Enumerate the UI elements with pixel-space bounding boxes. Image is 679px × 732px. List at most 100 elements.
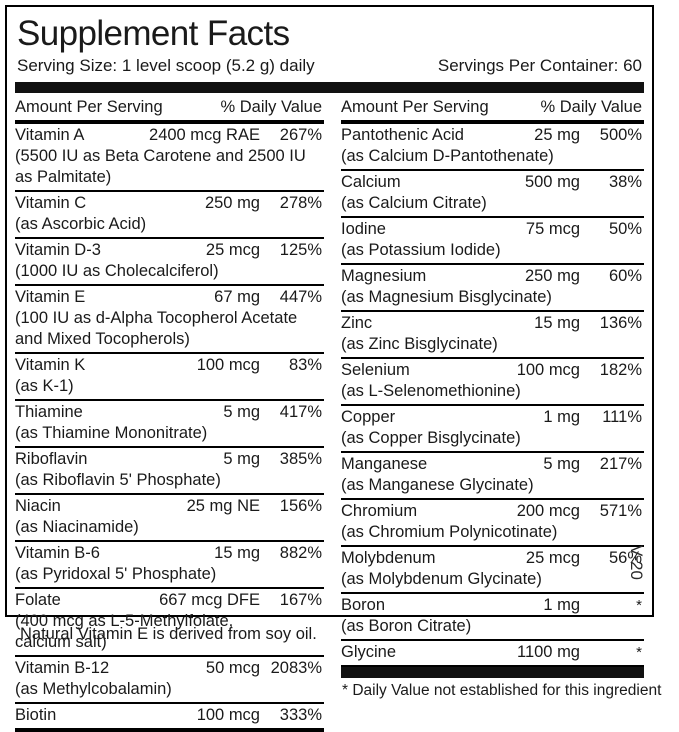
nutrient-row-main: Glycine 1100 mg *: [341, 642, 644, 663]
nutrient-amount: 5 mg: [223, 403, 260, 421]
nutrient-source-text: as Palmitate): [15, 168, 112, 186]
nutrient-name: Thiamine: [15, 403, 83, 421]
nutrient-amount: 25 mg: [534, 126, 580, 144]
nutrient-row-main: Niacin 25 mg NE 156%: [15, 496, 324, 517]
nutrient-row-main: Chromium 200 mcg 571%: [341, 501, 644, 522]
nutrient-source-text: (as Magnesium Bisglycinate): [341, 288, 552, 306]
column-header-daily-value: % Daily Value: [540, 98, 643, 116]
nutrient-amount: 500 mg: [524, 173, 580, 191]
nutrient-row: Vitamin C 250 mg 278% (as Ascorbic Acid): [15, 192, 324, 237]
nutrient-source-text: (as Thiamine Mononitrate): [15, 424, 208, 442]
nutrient-amount: 5 mg: [223, 450, 260, 468]
nutrient-source-text: (as Calcium Citrate): [341, 194, 487, 212]
nutrient-name: Glycine: [341, 643, 397, 661]
nutrient-name: Selenium: [341, 361, 410, 379]
row-separator: [341, 498, 644, 500]
nutrient-row-main: Boron 1 mg *: [341, 595, 644, 616]
nutrient-daily-value: 217%: [599, 455, 642, 473]
nutrient-row: Magnesium 250 mg 60% (as Magnesium Bisglyci…: [341, 265, 644, 310]
serving-info-row: Serving Size: 1 level scoop (5.2 g) dail…: [17, 55, 642, 77]
nutrient-row: Vitamin B-6 15 mg 882% (as Pyridoxal 5' Pho…: [15, 542, 324, 587]
row-separator: [341, 357, 644, 359]
nutrient-daily-value: 111%: [602, 408, 642, 426]
nutrient-name: Vitamin B-12: [15, 659, 110, 677]
nutrient-name: Iodine: [341, 220, 386, 238]
nutrient-amount: 1100 mg: [517, 643, 580, 661]
row-separator: [341, 216, 644, 218]
nutrient-row-main: Vitamin B-6 15 mg 882%: [15, 543, 324, 564]
nutrient-row-main: Molybdenum 25 mcg 56%: [341, 548, 644, 569]
row-separator: [341, 451, 644, 453]
nutrient-source-text: (as Ascorbic Acid): [15, 215, 147, 233]
row-separator: [341, 592, 644, 594]
nutrient-source-text: (as Riboflavin 5' Phosphate): [15, 471, 221, 489]
nutrient-amount: 25 mcg: [525, 549, 580, 567]
nutrient-amount: 1 mg: [543, 596, 580, 614]
nutrient-amount: 15 mg: [534, 314, 580, 332]
nutrient-amount: 100 mcg: [196, 356, 260, 374]
nutrient-daily-value: 167%: [279, 591, 322, 609]
nutrient-daily-value: 417%: [279, 403, 322, 421]
nutrient-row: Niacin 25 mg NE 156% (as Niacinamide): [15, 495, 324, 540]
nutrient-daily-value: 60%: [608, 267, 642, 285]
nutrient-amount: 1 mg: [543, 408, 580, 426]
nutrient-daily-value: 571%: [599, 502, 642, 520]
nutrient-source-text: (as K-1): [15, 377, 74, 395]
nutrient-source-text: (as Methylcobalamin): [15, 680, 172, 698]
servings-per-container-text: Servings Per Container: 60: [437, 56, 642, 75]
nutrient-source-text: (as Manganese Glycinate): [341, 476, 534, 494]
nutrient-row-main: Folate 667 mcg DFE 167%: [15, 590, 324, 611]
nutrient-rows-right: Pantothenic Acid 25 mg 500% (as Calcium D-P…: [341, 124, 644, 667]
nutrient-row: Copper 1 mg 111% (as Copper Bisglycinate): [341, 406, 644, 451]
nutrient-row-main: Vitamin D-3 25 mcg 125%: [15, 240, 324, 261]
nutrient-name: Pantothenic Acid: [341, 126, 464, 144]
row-separator: [341, 404, 644, 406]
nutrient-daily-value: 278%: [279, 194, 322, 212]
nutrient-name: Folate: [15, 591, 61, 609]
nutrient-row: Folate 667 mcg DFE 167% (400 mcg as L-5-Met…: [15, 589, 324, 655]
nutrient-daily-value: 125%: [279, 241, 322, 259]
nutrient-amount: 25 mcg: [205, 241, 260, 259]
nutrient-source-text: (as Copper Bisglycinate): [341, 429, 521, 447]
column-header-right: Amount Per Serving % Daily Value: [341, 93, 644, 120]
nutrient-amount: 5 mg: [543, 455, 580, 473]
nutrient-row: Manganese 5 mg 217% (as Manganese Glycinate…: [341, 453, 644, 498]
header-separator-bar: [15, 82, 644, 93]
nutrient-row-main: Calcium 500 mg 38%: [341, 172, 644, 193]
nutrient-amount: 67 mg: [214, 288, 260, 306]
column-header-rule: [341, 120, 644, 124]
row-separator: [15, 284, 324, 286]
nutrient-daily-value: 182%: [599, 361, 642, 379]
nutrient-row: Molybdenum 25 mcg 56% (as Molybdenum Glycin…: [341, 547, 644, 592]
nutrient-source-text: (5500 IU as Beta Carotene and 2500 IU: [15, 147, 306, 165]
nutrient-daily-value: 447%: [279, 288, 322, 306]
row-separator: [15, 493, 324, 495]
row-separator: [15, 190, 324, 192]
nutrient-name: Vitamin C: [15, 194, 87, 212]
page-title: Supplement Facts: [17, 14, 290, 53]
nutrient-source-text: (as Zinc Bisglycinate): [341, 335, 498, 353]
nutrient-amount: 667 mcg DFE: [159, 591, 260, 609]
nutrient-amount: 250 mg: [204, 194, 260, 212]
nutrient-row: Iodine 75 mcg 50% (as Potassium Iodide): [341, 218, 644, 263]
nutrient-row-main: Riboflavin 5 mg 385%: [15, 449, 324, 470]
nutrient-source-text: and Mixed Tocopherols): [15, 330, 190, 348]
nutrient-daily-value: 385%: [279, 450, 322, 468]
nutrient-name: Molybdenum: [341, 549, 436, 567]
row-separator: [15, 728, 324, 732]
nutrient-daily-value: 50%: [608, 220, 642, 238]
nutrient-daily-value: 56%: [608, 549, 642, 567]
nutrient-source-text: (100 IU as d-Alpha Tocopherol Acetate: [15, 309, 298, 327]
serving-size-text: Serving Size: 1 level scoop (5.2 g) dail…: [17, 56, 315, 75]
nutrient-columns: Amount Per Serving % Daily Value Vitamin…: [15, 93, 662, 732]
nutrient-row-main: Magnesium 250 mg 60%: [341, 266, 644, 287]
nutrient-row: Thiamine 5 mg 417% (as Thiamine Mononitrate…: [15, 401, 324, 446]
nutrient-name: Zinc: [341, 314, 373, 332]
nutrient-name: Biotin: [15, 706, 57, 724]
daily-value-footnote: * Daily Value not established for this i…: [342, 682, 662, 699]
nutrient-amount: 75 mcg: [525, 220, 580, 238]
nutrient-source-text: (as Boron Citrate): [341, 617, 472, 635]
nutrient-daily-value: 156%: [279, 497, 322, 515]
footnote-separator-bar: [341, 667, 644, 678]
nutrient-name: Niacin: [15, 497, 61, 515]
